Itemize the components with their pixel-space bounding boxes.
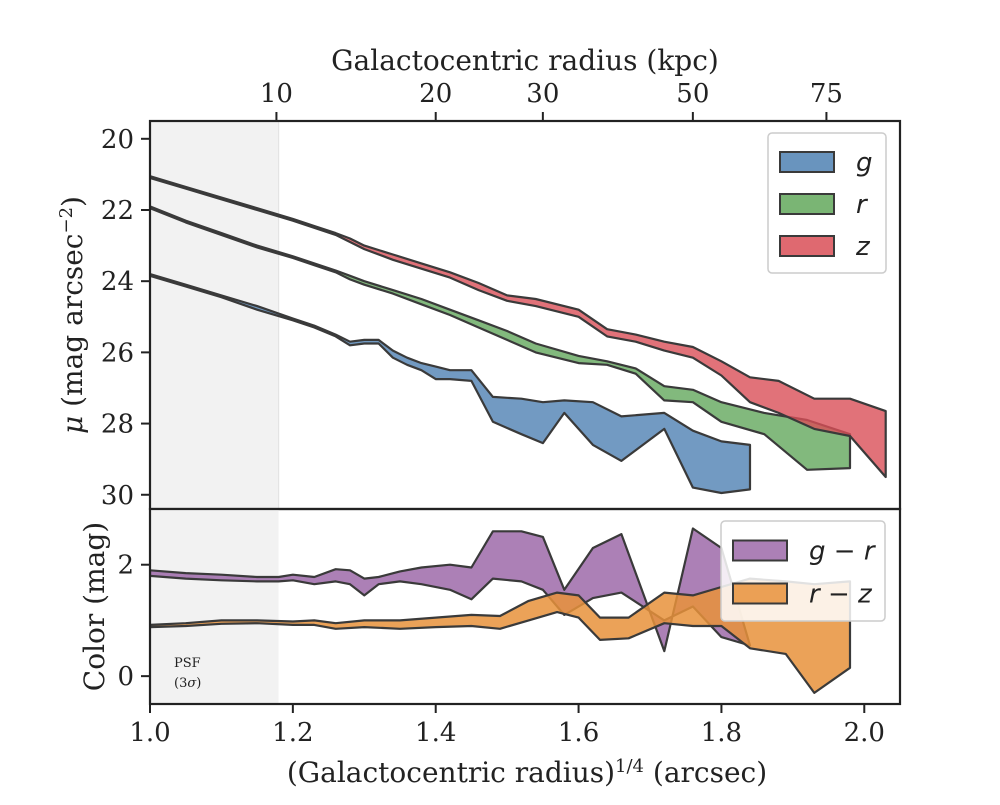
band-legend: grz <box>767 132 887 274</box>
band-legend-swatch <box>779 235 835 257</box>
band-legend-swatch <box>779 193 835 215</box>
psf-annotation-line2: (3σ) <box>174 676 201 691</box>
top-axis-tick-label: 10 <box>260 79 293 109</box>
band-legend-label: z <box>855 232 871 262</box>
color-series-0-area <box>150 527 752 653</box>
x-tick-label: 1.8 <box>701 718 742 748</box>
color-y-tick-label: 2 <box>117 551 134 581</box>
x-tick-label: 1.0 <box>129 718 170 748</box>
top-axis-tick-label: 20 <box>419 79 452 109</box>
color-y-axis-label: Color (mag) <box>78 522 111 691</box>
y-tick-label: 24 <box>101 267 134 297</box>
x-tick-label: 2.0 <box>844 718 885 748</box>
x-tick-label: 1.6 <box>558 718 599 748</box>
surface-brightness-panel: 20 22 24 26 28 30 10 20 30 50 75 Galactocentric r… <box>56 44 902 511</box>
band-g-area <box>150 273 752 495</box>
top-axis-tick-label: 30 <box>526 79 559 109</box>
color-legend: g − r r − z <box>720 520 886 622</box>
psf-annotation-sigma: σ <box>187 676 197 691</box>
color-panel-y-ticks: 02 <box>117 551 150 692</box>
color-legend-label: g − r <box>809 537 877 567</box>
x-tick-label: 1.2 <box>272 718 313 748</box>
color-series-1-area <box>150 577 852 694</box>
y-label-unit: (mag arcsec <box>56 234 89 416</box>
y-tick-label: 30 <box>101 481 134 511</box>
y-tick-label: 26 <box>101 338 134 368</box>
psf-annotation-open: (3 <box>174 676 187 691</box>
x-label-main: (Galactocentric radius) <box>287 756 615 789</box>
x-axis-ticks: 1.0 1.2 1.4 1.6 1.8 2.0 <box>129 704 885 748</box>
color-panel: 02 1.0 1.2 1.4 1.6 1.8 2.0 Color (mag) PSF (3… <box>78 507 902 748</box>
y-tick-label: 22 <box>101 196 134 226</box>
top-axis-kpc-ticks: 10 20 30 50 75 <box>260 79 843 121</box>
band-z-area <box>150 175 887 479</box>
band-legend-swatch <box>779 151 835 173</box>
psf-annotation-line1: PSF <box>174 656 201 671</box>
psf-annotation-close: ) <box>196 676 201 691</box>
x-label-unit: (arcsec) <box>644 756 767 789</box>
y-label-exponent: −2 <box>56 207 77 234</box>
top-panel-y-ticks: 20 22 24 26 28 30 <box>101 125 150 511</box>
band-r-area <box>150 205 852 471</box>
psf-shaded-region-color <box>150 509 279 704</box>
top-axis-title: Galactocentric radius (kpc) <box>331 44 719 77</box>
color-panel-frame <box>148 507 902 706</box>
y-tick-label: 20 <box>101 125 134 155</box>
psf-shaded-region <box>150 121 279 509</box>
color-bands <box>150 527 852 694</box>
mu-symbol: μ <box>56 416 89 434</box>
x-tick-label: 1.4 <box>415 718 456 748</box>
color-legend-swatch <box>732 539 788 562</box>
surface-brightness-y-axis-label: μ (mag arcsec−2) <box>56 196 90 434</box>
color-legend-swatch <box>732 582 788 605</box>
band-legend-label: r <box>856 190 869 220</box>
top-axis-tick-label: 75 <box>810 79 843 109</box>
y-tick-label: 28 <box>101 410 134 440</box>
color-legend-label: r − z <box>809 580 873 610</box>
y-label-close: ) <box>56 196 89 207</box>
top-axis-tick-label: 50 <box>676 79 709 109</box>
color-y-tick-label: 0 <box>117 662 134 692</box>
surface-brightness-bands <box>150 175 887 495</box>
x-axis-label: (Galactocentric radius)1/4 (arcsec) <box>287 756 767 790</box>
band-legend-label: g <box>856 148 873 178</box>
x-label-exponent: 1/4 <box>615 756 644 777</box>
